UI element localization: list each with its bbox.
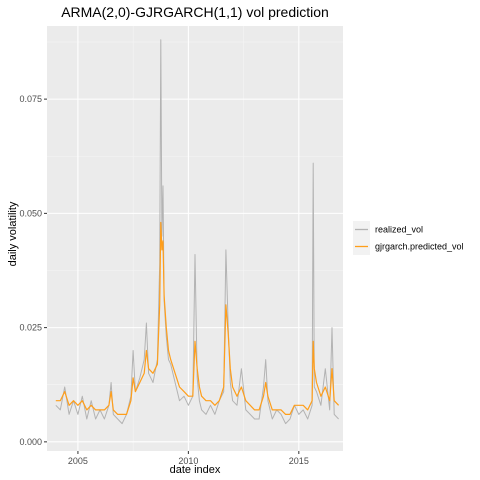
x-axis-title: date index [170, 464, 221, 476]
y-axis: 0.000 0.025 0.050 0.075 [19, 94, 47, 447]
plot-panel [47, 26, 343, 451]
major-gridlines [47, 26, 343, 451]
legend: realized_vol gjrgarch.predicted_vol [353, 221, 464, 255]
x-tick-label: 2010 [178, 456, 198, 466]
y-tick-label: 0.025 [19, 323, 42, 333]
x-tick-label: 2005 [68, 456, 88, 466]
x-axis: 2005 2010 2015 [68, 451, 309, 466]
y-axis-title: daily volatility [7, 201, 19, 266]
y-tick-label: 0.000 [19, 437, 42, 447]
y-tick-label: 0.050 [19, 208, 42, 218]
series-line-1 [55, 221, 340, 415]
legend-label: realized_vol [375, 225, 423, 235]
x-tick-label: 2015 [289, 456, 309, 466]
chart-title: ARMA(2,0)-GJRGARCH(1,1) vol prediction [61, 4, 329, 20]
series-layer [55, 39, 340, 425]
legend-label: gjrgarch.predicted_vol [375, 242, 464, 252]
y-tick-label: 0.075 [19, 94, 42, 104]
